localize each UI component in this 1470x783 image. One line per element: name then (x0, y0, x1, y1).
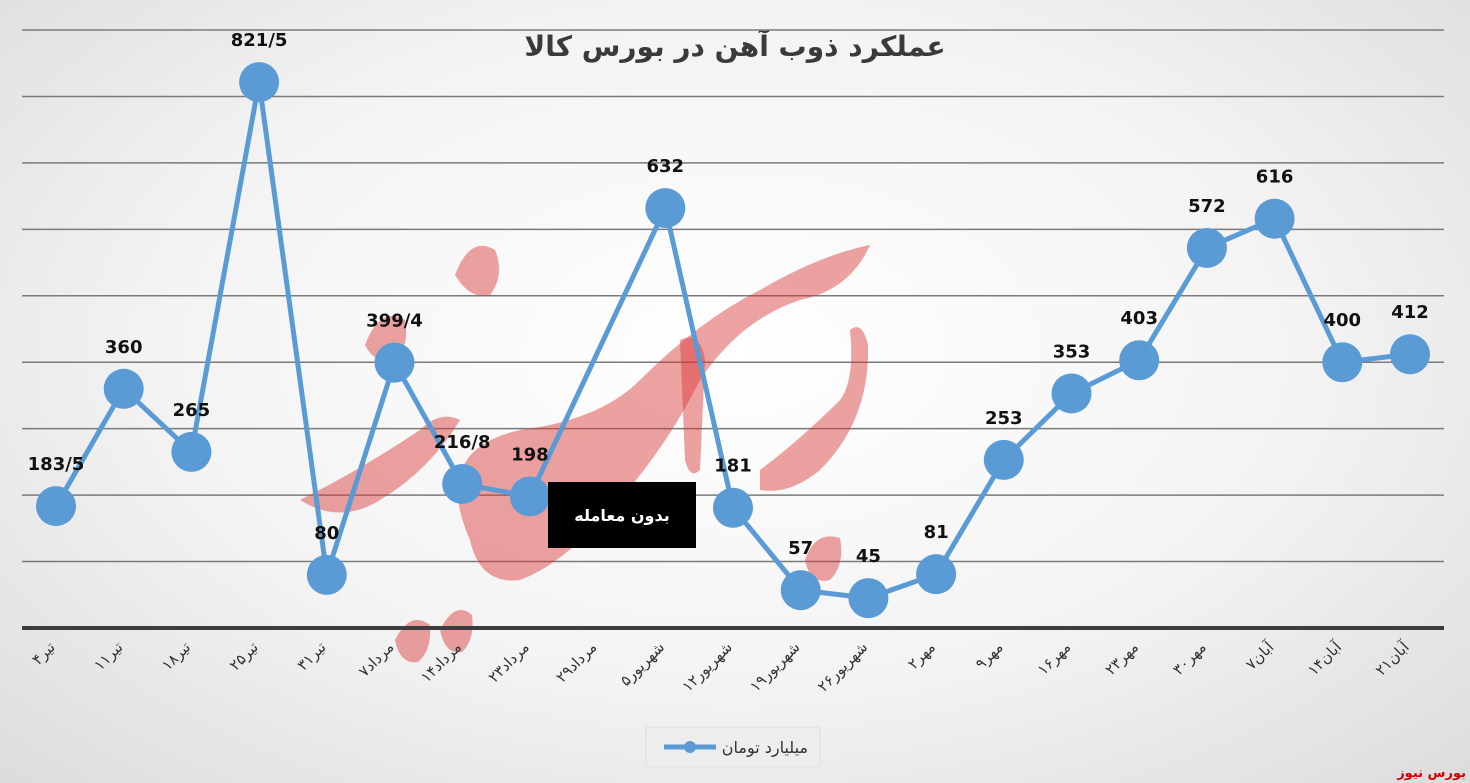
data-label: 81 (924, 522, 949, 543)
x-tick-label: ۱۶مهر (1034, 638, 1075, 679)
x-tick-label: ۱۹شهریور (746, 638, 803, 695)
data-point (374, 342, 415, 383)
data-label: 183/5 (28, 454, 85, 475)
data-label: 572 (1188, 196, 1226, 217)
data-label: 616 (1256, 167, 1294, 188)
data-point (36, 486, 76, 527)
x-tick-label: ۱۴آبان (1304, 638, 1346, 680)
data-label: 181 (714, 456, 752, 477)
x-tick-label: ۳۱تیر (293, 638, 329, 674)
no-trade-note: بدون معامله (548, 482, 696, 548)
data-label: 45 (856, 546, 881, 567)
series-line-layer (53, 79, 1411, 601)
data-label: 198 (511, 444, 549, 465)
data-label: 360 (105, 337, 143, 358)
data-point (1254, 198, 1295, 239)
x-tick-label: ۲مهر (904, 638, 939, 673)
x-tick-label: ۱۸تیر (158, 638, 194, 674)
no-trade-box (548, 482, 696, 548)
data-label: 400 (1324, 310, 1362, 331)
data-point (306, 554, 347, 595)
data-label: 412 (1391, 302, 1429, 323)
data-label: 57 (788, 538, 813, 559)
data-label: 632 (647, 156, 685, 177)
data-point (103, 368, 144, 409)
x-tick-label: ۳۰مهر (1169, 638, 1210, 679)
legend: میلیارد تومان (645, 726, 821, 768)
data-label: 403 (1120, 308, 1158, 329)
data-label: 399/4 (366, 311, 423, 332)
x-tick-label: ۲۳مهر (1101, 638, 1142, 679)
data-point (848, 578, 889, 619)
source-label: بورس نیوز (1396, 766, 1466, 781)
data-point (1390, 334, 1430, 375)
data-point (1322, 342, 1363, 383)
x-tick-label: ۲۱آبان (1372, 638, 1414, 680)
data-point (645, 188, 686, 229)
data-labels: 183/5 360 265 821/5 80 399/4 216/8 198 632 181 57 4… (28, 30, 1429, 567)
data-point (916, 554, 957, 595)
x-tick-label: ۲۳مرداد (485, 638, 533, 686)
data-point (171, 431, 212, 472)
x-tick-label: ۲۵تیر (226, 638, 262, 674)
data-points (36, 62, 1430, 619)
x-tick-label: ۵شهریور (617, 638, 669, 690)
data-point (713, 487, 753, 528)
data-label: 353 (1053, 341, 1091, 362)
legend-label: میلیارد تومان (722, 738, 808, 758)
data-label: 80 (314, 523, 339, 544)
x-tick-label: ۱۲شهریور (679, 638, 736, 695)
chart-title: عملکرد ذوب آهن در بورس کالا (524, 29, 945, 63)
data-point (1051, 373, 1092, 414)
data-point (239, 62, 280, 103)
data-label: 821/5 (231, 30, 288, 51)
x-tick-label: ۴تیر (28, 638, 58, 668)
data-label: 265 (173, 400, 211, 421)
x-tick-label: ۹مهر (972, 638, 1007, 673)
series-line (53, 79, 1411, 601)
x-tick-label: ۷آبان (1242, 638, 1278, 674)
data-point (509, 476, 550, 517)
x-tick-label: ۱۱تیر (90, 638, 126, 674)
data-point (1186, 227, 1227, 268)
data-label: 216/8 (434, 432, 491, 453)
data-point (780, 570, 821, 611)
data-point (442, 463, 483, 504)
data-label: 253 (985, 408, 1023, 429)
x-tick-label: ۲۶شهریور (814, 638, 871, 695)
legend-marker-icon (684, 741, 696, 753)
data-point (983, 439, 1024, 480)
no-trade-label: بدون معامله (574, 506, 670, 525)
x-tick-label: ۲۹مرداد (552, 638, 600, 686)
gridlines (22, 29, 1444, 563)
data-point (1119, 340, 1160, 381)
x-tick-label: ۷مرداد (355, 638, 397, 680)
